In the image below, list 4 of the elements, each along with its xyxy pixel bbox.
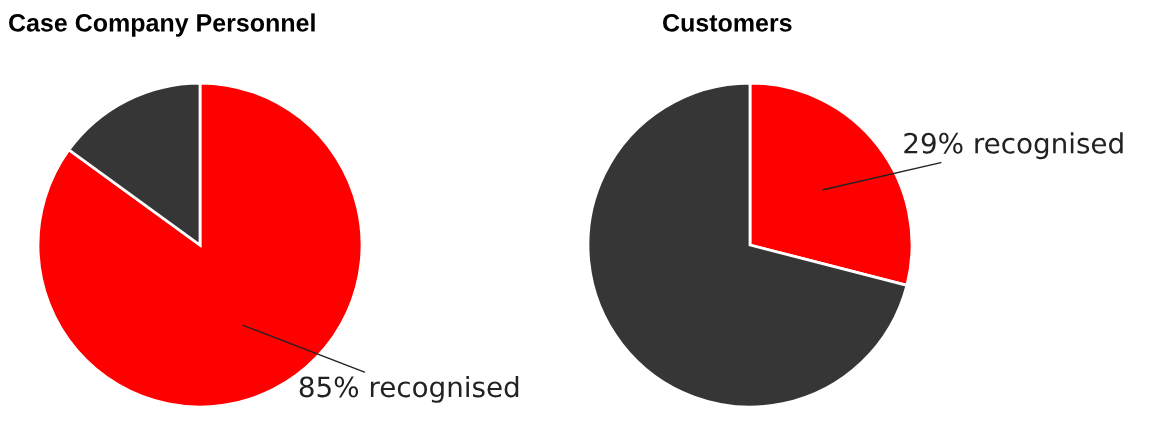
chart-title: Customers [663, 14, 792, 32]
data-label: 29% recognised [904, 132, 1123, 160]
chart-title: Case Company Personnel [9, 13, 315, 37]
data-label: 85% recognised [299, 375, 519, 403]
